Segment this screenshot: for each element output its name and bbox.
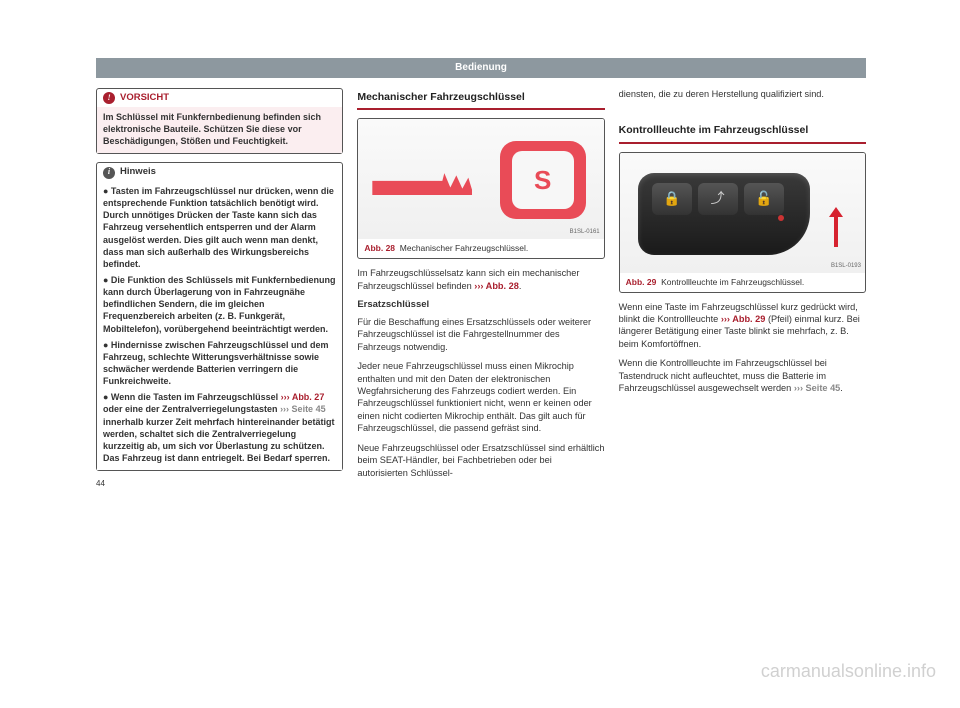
figure-ref: Abb. 28: [364, 243, 395, 253]
ref-seite-45: ››› Seite 45: [280, 404, 326, 414]
paragraph: Jeder neue Fahrzeugschlüssel muss einen …: [357, 360, 604, 435]
section-title-kontrollleuchte: Kontrollleuchte im Fahrzeugschlüssel: [619, 121, 866, 143]
page-number: 44: [96, 479, 343, 490]
hinweis-bullet-2: ● Die Funktion des Schlüssels mit Funkfe…: [103, 274, 336, 335]
paragraph-continuation: diensten, die zu deren Herstellung quali…: [619, 88, 866, 100]
hinweis-box: i Hinweis ● Tasten im Fahrzeugschlüssel …: [96, 162, 343, 471]
figure-caption: Abb. 29 Kontrollleuchte im Fahrzeugschlü…: [620, 273, 865, 292]
paragraph: Für die Beschaffung eines Ersatzschlüsse…: [357, 316, 604, 353]
figure-caption: Abb. 28 Mechanischer Fahrzeugschlüssel.: [358, 239, 603, 258]
figure-abb-29: 🔒 ⤴ 🔓 B1SL-0193 Abb. 29 Kontrollleuchte …: [619, 152, 866, 293]
text: Im Fahrzeugschlüsselsatz kann sich ein m…: [357, 268, 579, 290]
watermark: carmanualsonline.info: [761, 661, 936, 682]
ref-abb-27: ››› Abb. 27: [281, 392, 325, 402]
manual-page: Bedienung ! VORSICHT Im Schlüssel mit Fu…: [96, 58, 866, 670]
hinweis-header: i Hinweis: [97, 163, 342, 181]
spacer: [619, 107, 866, 121]
paragraph: Neue Fahrzeugschlüssel oder Ersatzschlüs…: [357, 442, 604, 479]
warning-icon: !: [103, 92, 115, 104]
lock-button-icon: 🔒: [652, 183, 692, 215]
hinweis-bullet-4: ● Wenn die Tasten im Fahrzeugschlüssel ›…: [103, 391, 336, 464]
text: innerhalb kurzer Zeit mehrfach hinterein…: [103, 417, 335, 463]
key-bow-insert: S: [512, 151, 574, 209]
trunk-button-icon: ⤴: [698, 183, 738, 215]
key-blade: [372, 173, 472, 195]
figure-tag: B1SL-0193: [831, 262, 861, 270]
column-right: diensten, die zu deren Herstellung quali…: [619, 88, 866, 490]
text: ● Wenn die Tasten im Fahrzeugschlüssel: [103, 392, 281, 402]
mechanical-key-illustration: S B1SL-0161: [358, 119, 603, 239]
text: .: [519, 281, 522, 291]
remote-key-illustration: 🔒 ⤴ 🔓 B1SL-0193: [620, 153, 865, 273]
subheading-ersatz: Ersatzschlüssel: [357, 299, 604, 312]
unlock-button-icon: 🔓: [744, 183, 784, 215]
hinweis-body: ● Tasten im Fahrzeugschlüssel nur drücke…: [97, 181, 342, 470]
vorsicht-header: ! VORSICHT: [97, 89, 342, 107]
content-columns: ! VORSICHT Im Schlüssel mit Funkfernbedi…: [96, 88, 866, 490]
arrow-indicator-icon: [831, 207, 841, 247]
text: oder eine der Zentralverriegelungstasten: [103, 404, 280, 414]
figure-tag: B1SL-0161: [570, 228, 600, 236]
paragraph: Im Fahrzeugschlüsselsatz kann sich ein m…: [357, 267, 604, 292]
column-left: ! VORSICHT Im Schlüssel mit Funkfernbedi…: [96, 88, 343, 490]
vorsicht-text: Im Schlüssel mit Funkfernbedienung befin…: [97, 107, 342, 153]
figure-caption-text: Kontrollleuchte im Fahrzeugschlüssel.: [661, 277, 804, 287]
figure-abb-28: S B1SL-0161 Abb. 28 Mechanischer Fahrzeu…: [357, 118, 604, 259]
hinweis-bullet-3: ● Hindernisse zwischen Fahrzeugschlüssel…: [103, 339, 336, 388]
info-icon: i: [103, 167, 115, 179]
control-led: [778, 215, 784, 221]
hinweis-label: Hinweis: [120, 166, 156, 179]
ref-abb-29: ››› Abb. 29: [721, 314, 766, 324]
column-middle: Mechanischer Fahrzeugschlüssel S B1SL-01…: [357, 88, 604, 490]
ref-seite-45: ››› Seite 45: [794, 383, 840, 393]
figure-caption-text: Mechanischer Fahrzeugschlüssel.: [400, 243, 529, 253]
vorsicht-box: ! VORSICHT Im Schlüssel mit Funkfernbedi…: [96, 88, 343, 154]
ref-abb-28: ››› Abb. 28: [474, 281, 519, 291]
figure-ref: Abb. 29: [626, 277, 657, 287]
paragraph: Wenn eine Taste im Fahrzeugschlüssel kur…: [619, 301, 866, 351]
hinweis-bullet-1: ● Tasten im Fahrzeugschlüssel nur drücke…: [103, 185, 336, 270]
seat-logo-icon: S: [534, 163, 551, 198]
page-header: Bedienung: [96, 58, 866, 78]
section-title-mech-key: Mechanischer Fahrzeugschlüssel: [357, 88, 604, 110]
text: .: [840, 383, 843, 393]
remote-key-body: 🔒 ⤴ 🔓: [638, 173, 810, 255]
vorsicht-label: VORSICHT: [120, 92, 169, 105]
paragraph: Wenn die Kontrollleuchte im Fahrzeugschl…: [619, 357, 866, 394]
